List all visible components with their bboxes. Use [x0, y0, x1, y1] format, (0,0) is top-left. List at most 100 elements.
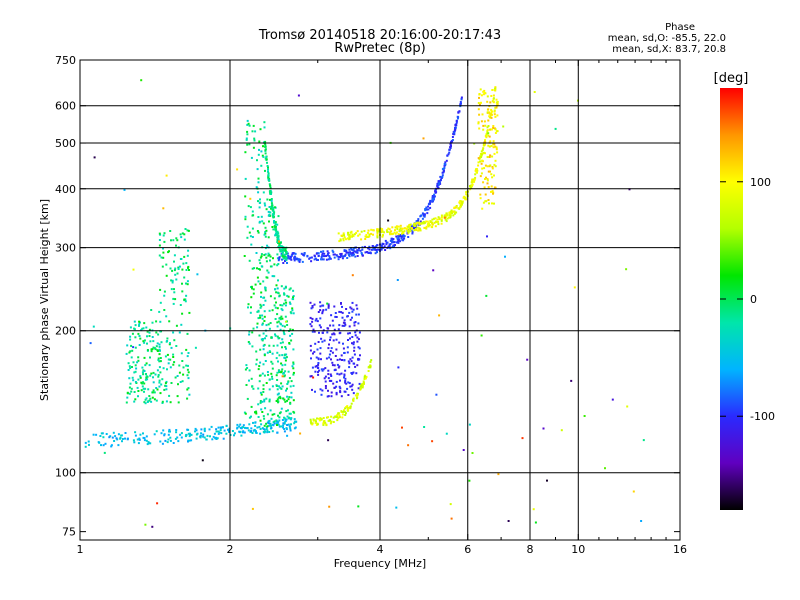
data-point [264, 337, 266, 340]
data-point [261, 154, 264, 157]
data-point [356, 307, 359, 310]
data-point [356, 340, 359, 343]
data-point [309, 418, 312, 421]
data-point [319, 301, 322, 304]
data-point [158, 360, 161, 363]
data-point [347, 381, 350, 384]
data-point [335, 348, 338, 351]
data-point [422, 137, 425, 140]
data-point [292, 373, 295, 376]
data-point [168, 343, 171, 346]
data-point [247, 122, 250, 125]
data-point [126, 344, 129, 347]
data-point [485, 294, 488, 297]
data-point [352, 341, 355, 344]
data-point [339, 238, 342, 241]
data-point [165, 385, 168, 388]
data-point [263, 126, 266, 129]
data-point [290, 258, 293, 261]
data-point [397, 366, 400, 369]
data-point [364, 245, 366, 248]
data-point [451, 136, 454, 138]
data-point [247, 429, 250, 432]
data-point [318, 417, 320, 420]
data-point [276, 234, 279, 237]
data-point [332, 324, 335, 327]
data-point [560, 429, 563, 432]
data-point [116, 438, 119, 441]
data-point [395, 235, 398, 238]
data-point [128, 386, 131, 389]
data-point [311, 330, 314, 333]
data-point [341, 311, 344, 314]
data-point [350, 231, 353, 234]
data-point [496, 114, 499, 117]
data-point [389, 233, 391, 236]
data-point [432, 195, 435, 198]
data-point [426, 212, 429, 215]
data-point [270, 360, 273, 363]
data-point [266, 413, 269, 416]
data-point [117, 433, 120, 436]
data-point [180, 352, 183, 355]
data-point [437, 223, 440, 226]
data-point [521, 437, 524, 440]
data-point [332, 382, 335, 385]
data-point [489, 140, 492, 143]
data-point [414, 225, 417, 227]
data-point [258, 202, 261, 204]
data-point [318, 369, 321, 372]
data-point [112, 431, 115, 434]
data-point [133, 391, 136, 393]
data-point [176, 436, 179, 439]
data-point [285, 257, 288, 260]
data-point [152, 346, 155, 349]
data-point [408, 228, 411, 231]
data-point [486, 165, 489, 168]
data-point [261, 338, 264, 340]
chart-subtitle: RwPretec (8p) [334, 41, 426, 56]
data-point [247, 306, 249, 309]
data-point [200, 428, 203, 431]
data-point [88, 443, 90, 446]
data-point [175, 345, 178, 347]
data-point [266, 198, 269, 201]
data-point [397, 233, 400, 236]
data-point [361, 383, 364, 386]
data-point [422, 213, 425, 216]
x-tick-label: 6 [464, 543, 471, 556]
data-point [261, 427, 264, 430]
data-point [317, 259, 319, 261]
data-point [282, 424, 285, 427]
data-point [180, 436, 183, 439]
data-point [166, 353, 169, 356]
data-point [283, 422, 286, 425]
data-point [327, 252, 329, 255]
data-point [459, 103, 462, 106]
data-point [160, 256, 163, 259]
data-point [286, 424, 289, 426]
data-point [350, 248, 353, 251]
data-point [268, 431, 271, 433]
data-point [148, 395, 151, 397]
data-point [374, 248, 377, 251]
data-point [288, 396, 291, 399]
data-point [480, 172, 483, 175]
data-point [264, 231, 267, 233]
data-point [380, 248, 383, 251]
data-point [186, 280, 189, 283]
data-point [420, 214, 423, 217]
data-point [398, 228, 401, 231]
data-point [325, 424, 328, 427]
data-point [335, 316, 338, 318]
data-point [292, 384, 295, 387]
data-point [433, 221, 436, 224]
data-point [158, 232, 161, 235]
data-point [329, 338, 331, 341]
data-point [496, 130, 499, 133]
data-point [280, 371, 282, 374]
data-point [157, 359, 160, 361]
data-point [269, 186, 272, 189]
data-point [246, 133, 249, 136]
y-tick-label: 400 [55, 183, 76, 196]
